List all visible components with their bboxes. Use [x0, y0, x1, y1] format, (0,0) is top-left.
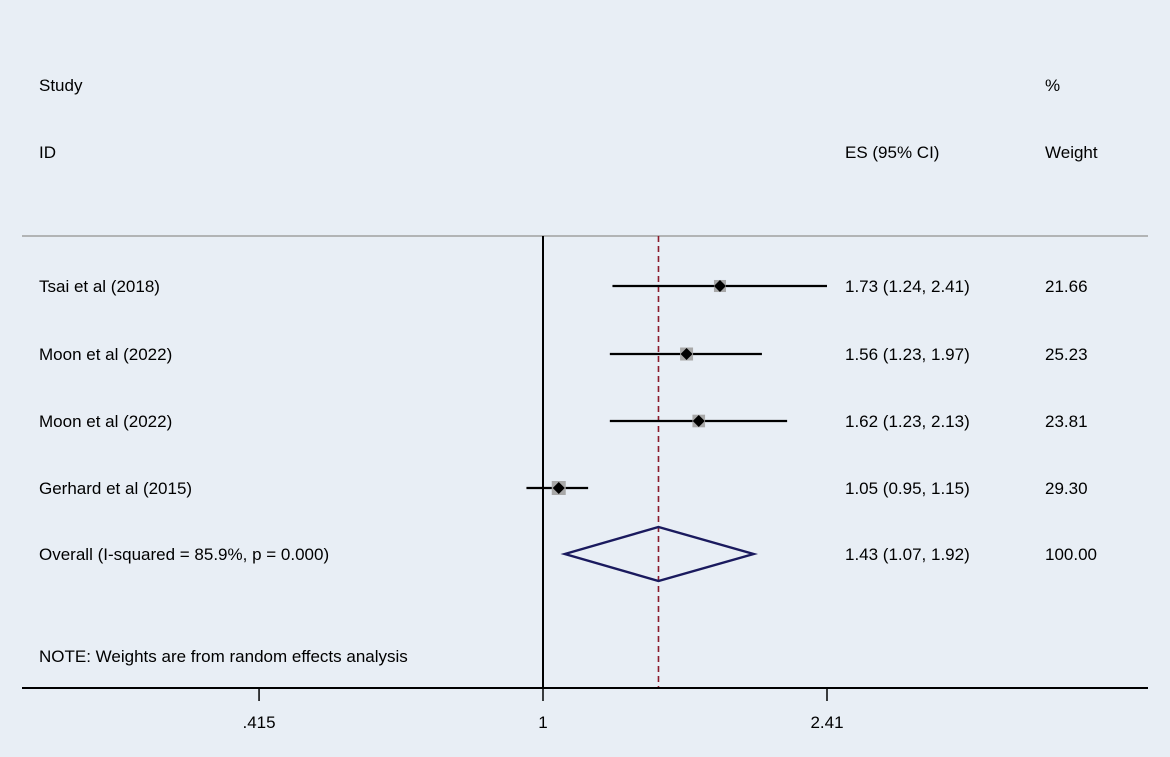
note-text: NOTE: Weights are from random effects an…	[39, 647, 408, 666]
study-row: Gerhard et al (2015) 1.05 (0.95, 1.15) 29.…	[39, 479, 1088, 498]
effect-size-label: 1.05 (0.95, 1.15)	[845, 479, 970, 498]
effect-size-label: 1.62 (1.23, 2.13)	[845, 412, 970, 431]
study-label: Gerhard et al (2015)	[39, 479, 192, 498]
weight-label: 21.66	[1045, 277, 1088, 296]
x-axis-ticks: .415 1 2.41	[243, 688, 844, 732]
header-percent-label: %	[1045, 76, 1060, 95]
study-row: Tsai et al (2018) 1.73 (1.24, 2.41) 21.66	[39, 277, 1088, 296]
overall-weight-label: 100.00	[1045, 545, 1097, 564]
effect-size-label: 1.56 (1.23, 1.97)	[845, 345, 970, 364]
study-rows: Tsai et al (2018) 1.73 (1.24, 2.41) 21.66 M…	[39, 277, 1088, 498]
study-row: Moon et al (2022) 1.62 (1.23, 2.13) 23.81	[39, 412, 1088, 431]
study-row: Moon et al (2022) 1.56 (1.23, 1.97) 25.23	[39, 345, 1088, 364]
reference-lines	[542, 236, 660, 688]
study-label: Moon et al (2022)	[39, 412, 172, 431]
header-es-label: ES (95% CI)	[845, 143, 939, 162]
header-study-label: Study	[39, 76, 83, 95]
effect-size-label: 1.73 (1.24, 2.41)	[845, 277, 970, 296]
overall-effect-size-label: 1.43 (1.07, 1.92)	[845, 545, 970, 564]
x-tick-label: .415	[243, 713, 276, 732]
weight-label: 23.81	[1045, 412, 1088, 431]
study-label: Tsai et al (2018)	[39, 277, 160, 296]
header-weight-label: Weight	[1045, 143, 1098, 162]
header-id-label: ID	[39, 143, 56, 162]
point-estimate-marker	[713, 280, 726, 292]
overall-row: Overall (I-squared = 85.9%, p = 0.000) 1.…	[39, 525, 1097, 583]
x-tick-label: 1	[538, 713, 547, 732]
weight-label: 25.23	[1045, 345, 1088, 364]
overall-label: Overall (I-squared = 85.9%, p = 0.000)	[39, 545, 329, 564]
overall-diamond	[560, 525, 759, 583]
x-tick-label: 2.41	[810, 713, 843, 732]
weight-label: 29.30	[1045, 479, 1088, 498]
point-estimate-marker	[680, 348, 693, 360]
study-label: Moon et al (2022)	[39, 345, 172, 364]
point-estimate-marker	[552, 482, 565, 494]
point-estimate-marker	[692, 415, 705, 427]
